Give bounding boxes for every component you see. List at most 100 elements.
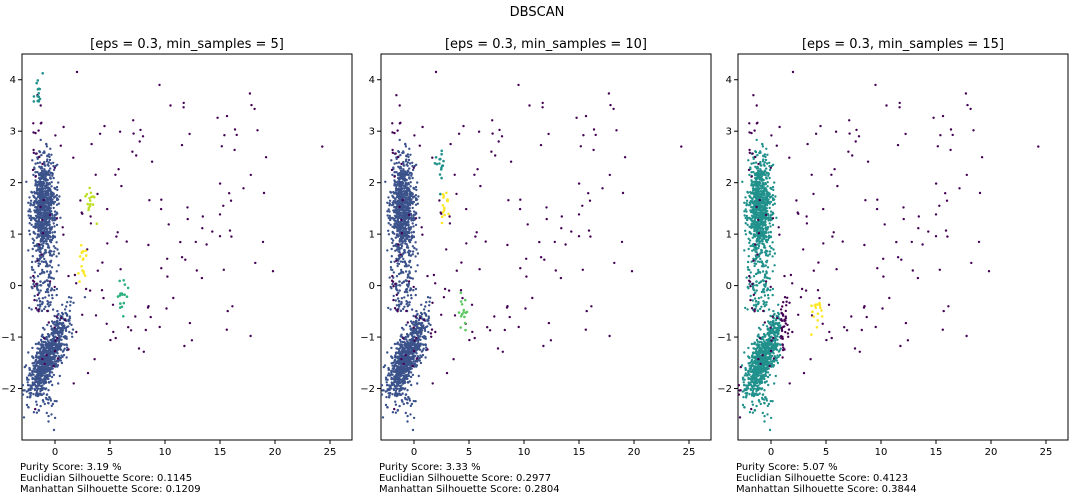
data-point	[51, 213, 54, 217]
data-point	[431, 156, 434, 159]
x-tick-label: 25	[324, 447, 337, 458]
data-point	[394, 351, 398, 354]
data-point	[38, 259, 41, 262]
data-point	[41, 357, 44, 361]
data-point	[397, 161, 401, 164]
data-point	[418, 330, 421, 333]
data-point	[386, 210, 389, 213]
data-point	[766, 294, 770, 297]
data-point	[34, 376, 37, 380]
data-point	[182, 106, 185, 109]
data-point	[387, 222, 390, 225]
data-point	[49, 217, 52, 220]
data-point	[407, 264, 410, 267]
data-point	[43, 168, 46, 171]
data-point	[47, 402, 50, 405]
y-tick-label: 3	[369, 127, 375, 138]
data-point	[750, 162, 753, 165]
data-point	[405, 209, 408, 212]
data-point	[222, 204, 225, 207]
data-point	[453, 173, 456, 176]
data-point	[747, 159, 750, 162]
data-point	[415, 188, 418, 192]
data-point	[43, 230, 47, 233]
data-point	[30, 223, 33, 226]
cluster-point	[36, 79, 40, 82]
data-point	[411, 206, 414, 210]
data-point	[64, 326, 68, 329]
cluster-point	[84, 194, 87, 198]
data-point	[394, 236, 397, 239]
data-point	[106, 242, 109, 245]
data-point	[419, 361, 423, 365]
data-point	[37, 228, 40, 231]
data-point	[754, 190, 758, 193]
data-point	[51, 308, 55, 311]
data-point	[70, 332, 74, 335]
y-tick-label: 2	[726, 178, 732, 189]
cluster-point	[38, 87, 41, 91]
data-point	[31, 159, 34, 162]
data-point	[218, 235, 222, 238]
data-point	[43, 218, 46, 221]
data-point	[55, 213, 58, 216]
data-point	[36, 288, 39, 291]
data-point	[400, 326, 404, 330]
data-point	[43, 178, 47, 181]
data-point	[620, 240, 624, 244]
data-point	[411, 176, 414, 180]
data-point	[166, 257, 169, 260]
data-point	[46, 158, 49, 161]
data-point	[408, 217, 411, 220]
data-point	[424, 356, 427, 359]
data-point	[48, 374, 52, 378]
data-point	[41, 355, 44, 358]
scatter-panels: [eps = 0.3, min_samples = 5]0 5 10 15 20 25−2…	[1, 37, 1069, 495]
data-point	[52, 222, 55, 225]
data-point	[407, 355, 410, 358]
data-point	[404, 217, 407, 221]
data-point	[397, 220, 400, 223]
data-point	[421, 233, 424, 236]
data-point	[400, 218, 403, 222]
x-tick-label: 15	[930, 447, 943, 458]
cluster-point	[120, 305, 124, 309]
data-point	[541, 106, 544, 109]
data-point	[608, 173, 611, 177]
cluster-point	[122, 279, 125, 282]
data-point	[51, 357, 55, 361]
data-point	[46, 237, 49, 240]
cluster-point	[118, 279, 121, 283]
data-point	[48, 170, 51, 173]
cluster-point	[445, 191, 448, 195]
data-point	[416, 202, 419, 205]
data-point	[411, 168, 415, 172]
data-point	[71, 328, 75, 331]
data-point	[398, 171, 402, 175]
data-point	[414, 315, 417, 318]
data-point	[49, 241, 53, 244]
data-point	[37, 264, 40, 268]
data-point	[48, 208, 51, 212]
data-point	[745, 276, 748, 279]
data-point	[75, 70, 79, 74]
data-point	[582, 134, 585, 137]
y-tick-label: −1	[360, 333, 375, 344]
data-point	[127, 326, 130, 329]
data-point	[405, 178, 408, 182]
cluster-point	[120, 293, 124, 296]
data-point	[55, 203, 59, 206]
data-point	[51, 402, 55, 406]
data-point	[407, 230, 410, 233]
data-point	[169, 104, 172, 107]
data-point	[430, 335, 433, 338]
data-point	[406, 351, 409, 354]
data-point	[409, 288, 413, 291]
data-point	[762, 227, 765, 231]
data-point	[205, 243, 208, 246]
data-point	[68, 322, 72, 325]
cluster-point	[125, 295, 129, 299]
data-point	[402, 374, 405, 377]
y-tick-label: 1	[726, 230, 732, 241]
data-point	[416, 382, 419, 385]
